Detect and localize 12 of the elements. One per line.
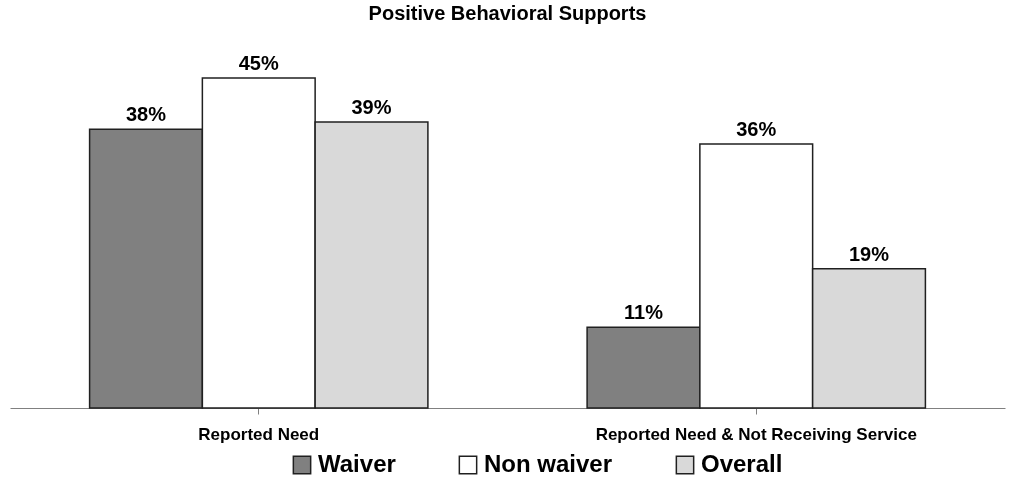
data-label: 39% <box>351 96 392 118</box>
data-label: 45% <box>238 52 279 74</box>
legend-label: Waiver <box>318 450 396 477</box>
legend-label: Overall <box>701 450 783 477</box>
data-label: 11% <box>624 301 664 324</box>
data-label: 38% <box>125 103 167 126</box>
legend-label: Non waiver <box>484 450 613 477</box>
x-tick-label: Reported Need & Not Receiving Service <box>595 424 917 444</box>
chart-title: Positive Behavioral Supports <box>368 2 647 24</box>
data-label: 19% <box>849 242 890 265</box>
x-tick-label: Reported Need <box>198 424 320 444</box>
data-label: 36% <box>736 118 777 140</box>
